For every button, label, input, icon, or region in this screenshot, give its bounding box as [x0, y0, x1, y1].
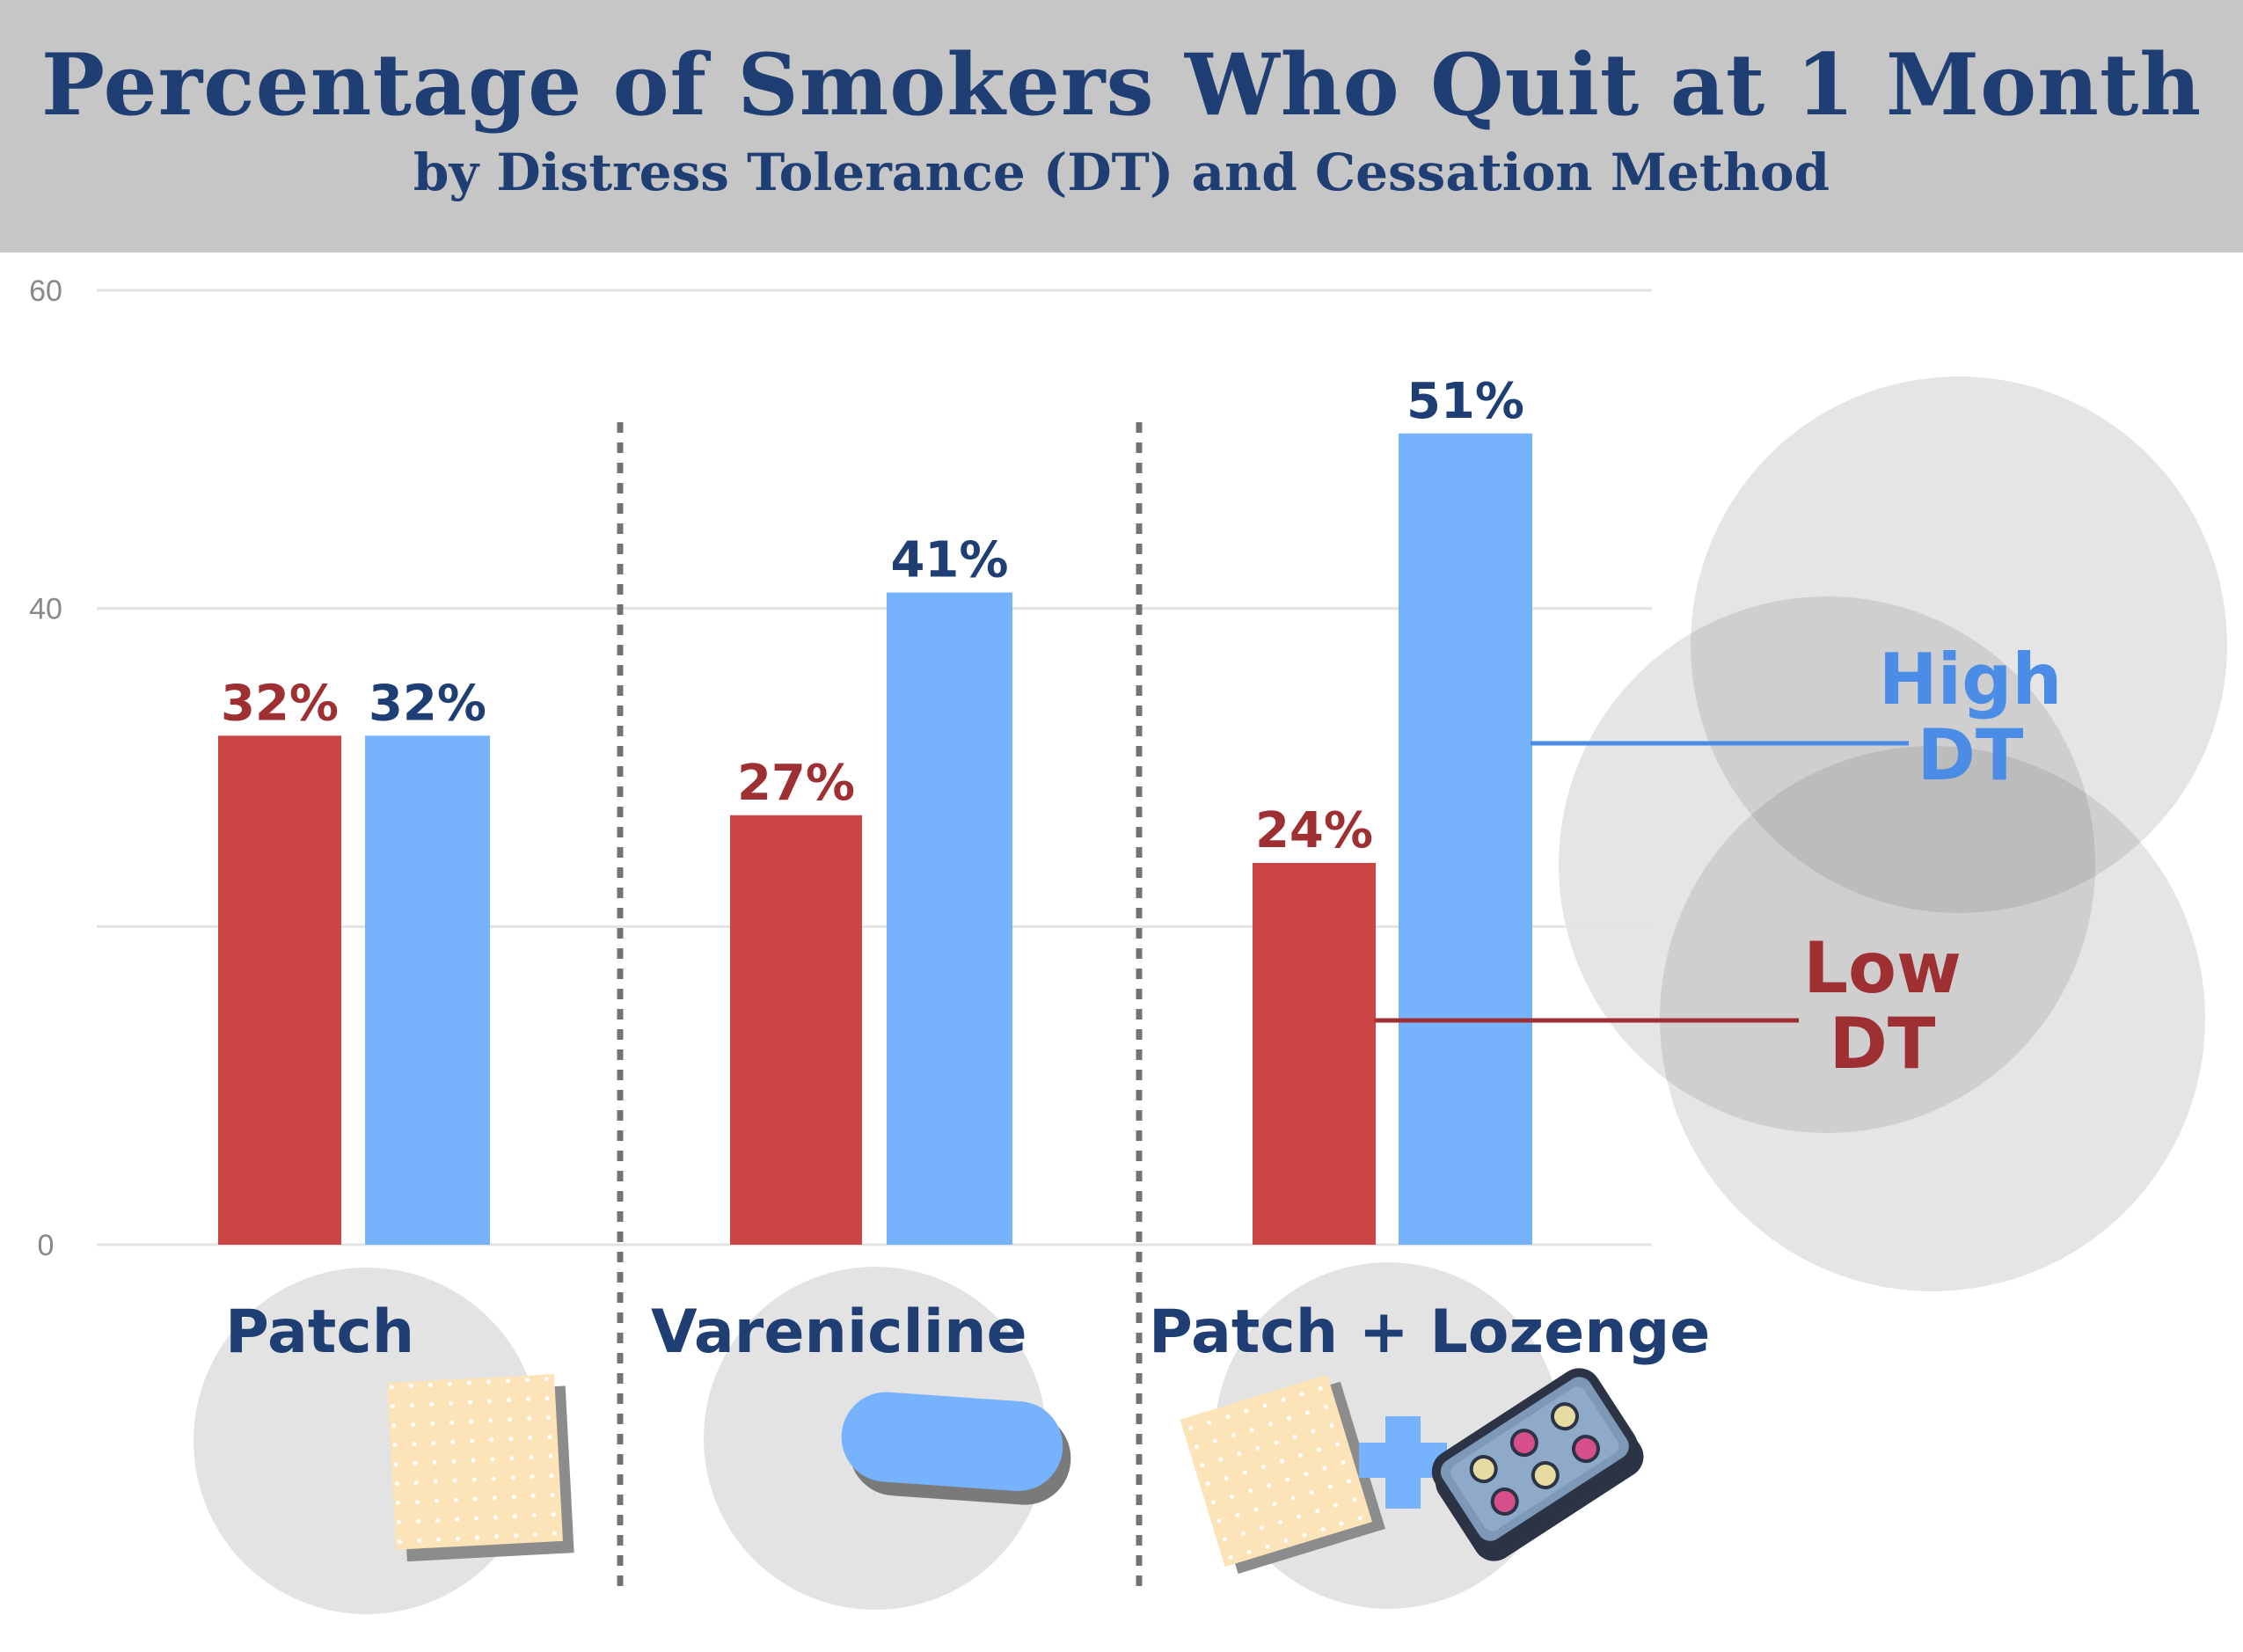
patch-icon-2	[1180, 1374, 1385, 1575]
plus-icon	[1359, 1416, 1447, 1509]
legend-circle-middle	[1559, 596, 2095, 1133]
y-tick-label: 40	[29, 593, 62, 626]
bar-high-dt-2	[1399, 433, 1532, 1245]
y-tick-label: 60	[29, 274, 62, 308]
category-label-patch: Patch	[225, 1297, 415, 1367]
legend-circle-top	[1691, 376, 2227, 913]
y-axis-ticks: 0 40 60	[29, 274, 62, 1262]
bar-high-dt-0	[365, 735, 490, 1245]
header-banner: Percentage of Smokers Who Quit at 1 Mont…	[0, 0, 2243, 252]
data-label-low-dt-1: 27%	[737, 755, 855, 812]
grid-layer	[97, 289, 1652, 1246]
lozenge-blister-icon	[1431, 1368, 1644, 1561]
legend-circles	[1559, 376, 2227, 1291]
legend-low-line2: DT	[1829, 1003, 1936, 1085]
legend-high-line2: DT	[1917, 714, 2024, 796]
data-label-low-dt-2: 24%	[1255, 802, 1373, 859]
data-label-low-dt-0: 32%	[221, 675, 339, 732]
data-label-high-dt-2: 51%	[1406, 373, 1524, 430]
legend-high-dt: High DT	[1865, 642, 2076, 793]
bar-low-dt-1	[730, 815, 862, 1245]
bar-high-dt-1	[887, 592, 1012, 1245]
category-label-varenicline: Varenicline	[651, 1297, 1027, 1367]
category-label-patch-lozenge: Patch + Lozenge	[1149, 1297, 1711, 1367]
pill-icon	[841, 1392, 1071, 1505]
chart-title: Percentage of Smokers Who Quit at 1 Mont…	[40, 35, 2203, 135]
legend-high-line1: High	[1878, 639, 2063, 720]
bar-low-dt-0	[218, 735, 341, 1245]
legend-low-dt: Low DT	[1777, 931, 1988, 1082]
bar-low-dt-2	[1253, 863, 1376, 1245]
patch-icon	[387, 1374, 574, 1562]
data-label-high-dt-1: 41%	[890, 532, 1008, 589]
data-labels: 32% 32% 27% 41% 24% 51%	[221, 373, 1524, 859]
bars	[218, 433, 1532, 1245]
legend-circle-bottom	[1660, 746, 2205, 1291]
data-label-high-dt-0: 32%	[369, 675, 486, 732]
legend-low-line1: Low	[1803, 927, 1962, 1009]
y-tick-label: 0	[38, 1229, 55, 1262]
chart-subtitle: by Distress Tolerance (DT) and Cessation…	[413, 143, 1830, 202]
